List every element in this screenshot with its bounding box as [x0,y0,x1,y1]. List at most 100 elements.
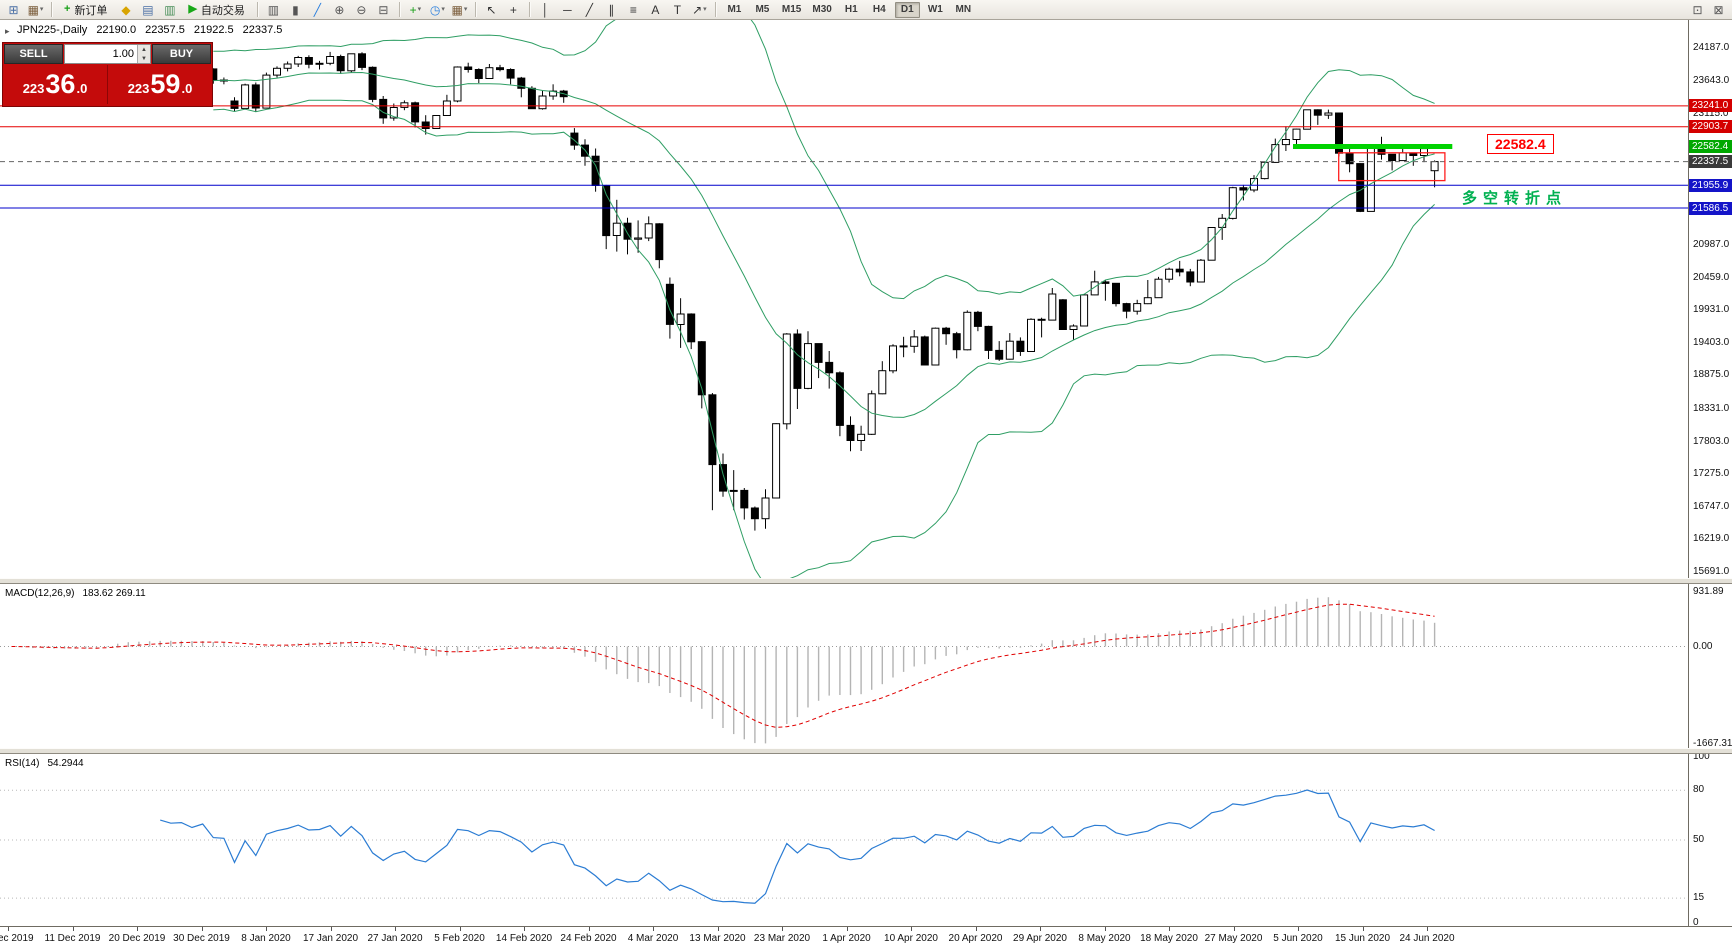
close-value: 22337.5 [242,24,283,36]
timeframe-M15-button[interactable]: M15 [781,4,802,15]
templates-icon[interactable]: ▦ ▾ [451,2,468,17]
time-axis-tick [588,927,590,931]
dropdown-caret-icon: ▾ [441,6,445,13]
timeframe-M5-button[interactable]: M5 [755,4,770,15]
timeframe-M1-button[interactable]: M1 [727,4,742,15]
fibonacci-icon[interactable]: ≡ [629,2,637,17]
tile-windows-icon[interactable]: ⊟ [378,2,389,17]
volume-input[interactable]: 1.00 [112,48,134,60]
macd-values: 183.62 269.11 [82,588,146,599]
timeframe-H1-button[interactable]: H1 [844,4,858,15]
crosshair-icon[interactable]: + [509,2,517,17]
rsi-axis-tick: 100 [1693,751,1710,762]
rsi-axis-tick: 15 [1693,892,1705,904]
channel-icon[interactable]: ∥ [608,2,615,17]
time-axis-tick [846,927,848,931]
rsi-axis-tick: 0 [1693,917,1699,928]
time-axis-tick [72,927,74,931]
price-axis-tick: 23643.0 [1693,75,1730,86]
volume-spinner[interactable]: ▲ ▼ [137,45,150,63]
time-axis-tick [8,927,9,931]
new-order-button-icon: + [64,3,71,15]
price-axis-tick: 24187.0 [1693,41,1730,53]
price-line-badge: 22337.5 [1689,155,1732,169]
rsi-canvas[interactable] [0,754,1688,926]
label-icon[interactable]: T [673,2,682,17]
sell-button[interactable]: SELL [4,44,63,64]
time-axis-tick [330,927,332,931]
price-chart-canvas[interactable] [0,20,1688,578]
volume-stepper[interactable]: 1.00 ▲ ▼ [64,44,151,64]
macd-axis-tick: 931.89 [1693,586,1724,597]
macd-pane[interactable] [0,584,1688,748]
one-click-collapse-icon[interactable]: ▸ [5,26,10,36]
periods-icon[interactable]: ◷ ▾ [429,2,445,17]
sell-price-panel[interactable]: 223 36.0 [3,65,107,104]
vertical-line-icon[interactable]: │ [541,2,550,17]
volume-up-icon[interactable]: ▲ [138,45,150,54]
time-axis-tick [459,927,461,931]
toolbar-separator [474,2,476,17]
sell-price-prefix: 223 [22,81,45,96]
horizontal-line-icon[interactable]: ─ [563,2,572,17]
buy-button[interactable]: BUY [152,44,211,64]
timeframe-MN-button[interactable]: MN [955,4,972,15]
timeframe-W1-button[interactable]: W1 [927,4,943,15]
indicators-icon[interactable]: + ▾ [409,2,422,17]
buy-price-suffix: .0 [181,81,193,96]
time-axis-tick [653,927,654,931]
new-order-button-label: 新订单 [74,4,108,17]
arrows-icon[interactable]: ↗ ▾ [692,2,707,17]
timeframe-H4-button[interactable]: H4 [872,4,886,15]
macd-canvas[interactable] [0,584,1688,748]
price-axis-tick: 18331.0 [1693,403,1730,414]
price-axis-tick: 18875.0 [1693,369,1730,381]
toolbar-right-group: ⊡ ⊠ [1687,1,1729,19]
time-axis[interactable]: 2 Dec 2019 11 Dec 2019 20 Dec 2019 30 Dec 2… [0,926,1732,948]
restore-window-icon[interactable]: ⊠ [1713,2,1724,17]
time-axis-label: 30 Dec 2019 [173,933,230,944]
profiles-icon[interactable]: ▦ ▾ [27,2,44,17]
time-axis-tick [1233,927,1235,931]
timeframe-D1-button[interactable]: D1 [894,1,920,18]
buy-price-panel[interactable]: 223 59.0 [108,65,212,104]
new-order-button[interactable]: + 新订单 [57,1,114,19]
pane-splitter-macd[interactable] [0,578,1732,584]
market-watch-icon[interactable]: ▤ [142,2,154,17]
price-axis-tick: 16747.0 [1693,500,1730,512]
toolbar-separator [528,2,530,17]
autotrading-button[interactable]: ▶ 自动交易 [181,1,251,19]
price-line-badge: 22903.7 [1689,120,1732,134]
bar-chart-icon[interactable]: ▥ [267,2,280,17]
price-callout-label[interactable]: 22582.4 [1487,134,1554,154]
time-axis-tick [1362,927,1364,931]
zoom-in-icon[interactable]: ⊕ [334,2,345,17]
candlestick-chart-icon[interactable]: ▮ [292,2,299,17]
dock-window-icon[interactable]: ⊡ [1692,2,1703,17]
time-axis-label: 10 Apr 2020 [884,933,938,944]
time-axis-label: 1 Apr 2020 [822,933,871,944]
trendline-icon[interactable]: ╱ [585,2,594,17]
turning-point-label[interactable]: 多空转折点 [1462,190,1568,207]
main-chart-pane[interactable] [0,20,1688,578]
rsi-pane[interactable] [0,754,1688,926]
cursor-icon[interactable]: ↖ [486,2,497,17]
buy-price-big-digits: 59 [150,69,181,99]
new-chart-icon[interactable]: ⊞ [8,2,19,17]
line-chart-icon[interactable]: ╱ [313,2,322,17]
text-icon[interactable]: A [651,2,660,17]
pane-splitter-rsi[interactable] [0,748,1732,754]
terminal-icon[interactable]: ▥ [164,2,176,17]
price-axis[interactable]: 24187.0 23643.0 23115.0 20987.0 20459.0 19931… [1688,20,1732,928]
macd-name: MACD(12,26,9) [5,588,75,599]
price-line-badge: 22582.4 [1689,140,1732,153]
timeframe-M30-button[interactable]: M30 [812,4,832,15]
time-axis-label: 24 Jun 2020 [1399,933,1455,944]
time-axis-tick [266,927,267,931]
time-axis-tick [395,927,396,931]
volume-down-icon[interactable]: ▼ [138,54,150,63]
price-line-badge: 21955.9 [1689,178,1732,192]
zoom-out-icon[interactable]: ⊖ [356,2,367,17]
metaeditor-icon[interactable]: ◆ [121,2,131,17]
